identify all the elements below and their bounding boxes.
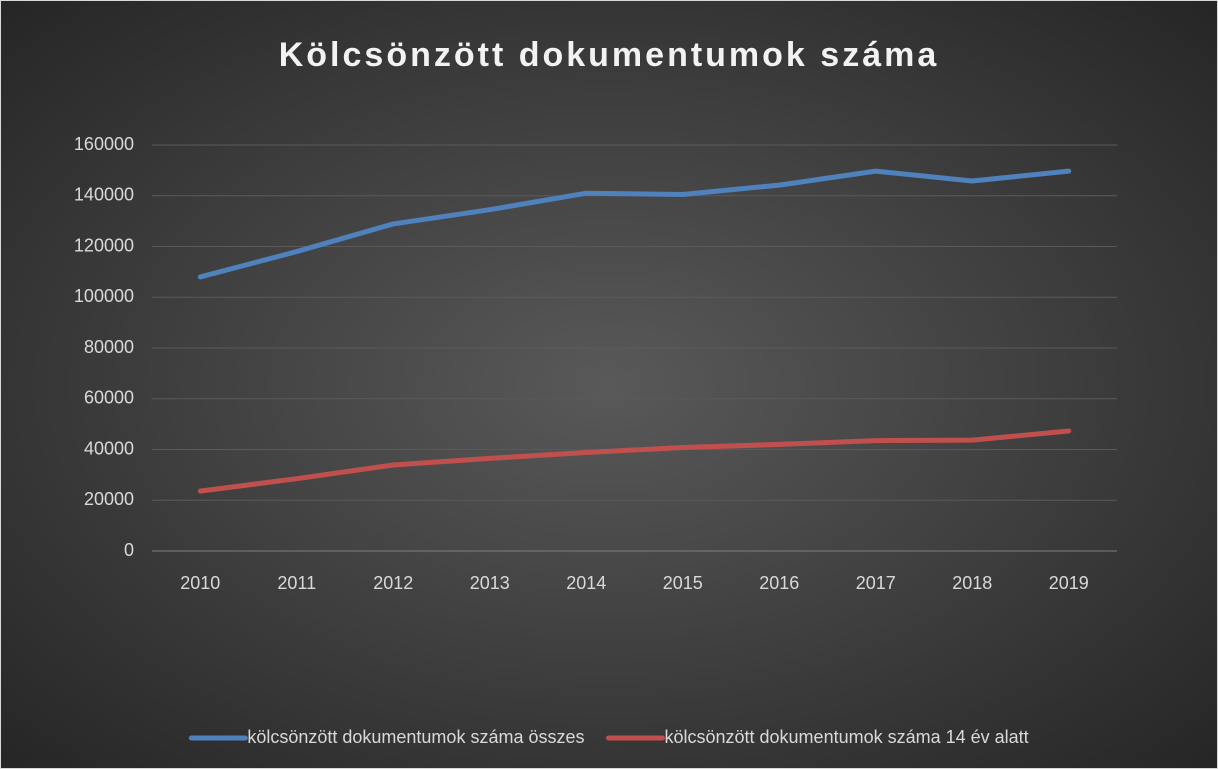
x-tick-label: 2019 <box>1049 573 1089 593</box>
y-tick-label: 20000 <box>84 489 134 509</box>
y-tick-label: 40000 <box>84 438 134 458</box>
legend-label: kölcsönzött dokumentumok száma 14 év ala… <box>664 727 1028 747</box>
legend-label: kölcsönzött dokumentumok száma összes <box>247 727 584 747</box>
x-tick-label: 2010 <box>180 573 220 593</box>
y-tick-label: 160000 <box>74 134 134 154</box>
x-tick-label: 2013 <box>470 573 510 593</box>
series-line <box>197 428 1072 494</box>
y-tick-label: 60000 <box>84 388 134 408</box>
y-tick-label: 140000 <box>74 185 134 205</box>
x-tick-label: 2011 <box>277 573 316 593</box>
y-tick-label: 0 <box>124 540 134 560</box>
chart-title: Kölcsönzött dokumentumok száma <box>279 36 940 74</box>
x-tick-label: 2018 <box>952 573 992 593</box>
x-tick-label: 2015 <box>663 573 703 593</box>
y-tick-label: 100000 <box>74 286 134 306</box>
y-tick-label: 120000 <box>74 235 134 255</box>
series-line <box>197 168 1072 280</box>
y-tick-label: 80000 <box>84 337 134 357</box>
x-tick-label: 2014 <box>566 573 606 593</box>
x-tick-label: 2017 <box>856 573 896 593</box>
x-tick-label: 2012 <box>373 573 413 593</box>
x-tick-label: 2016 <box>759 573 799 593</box>
